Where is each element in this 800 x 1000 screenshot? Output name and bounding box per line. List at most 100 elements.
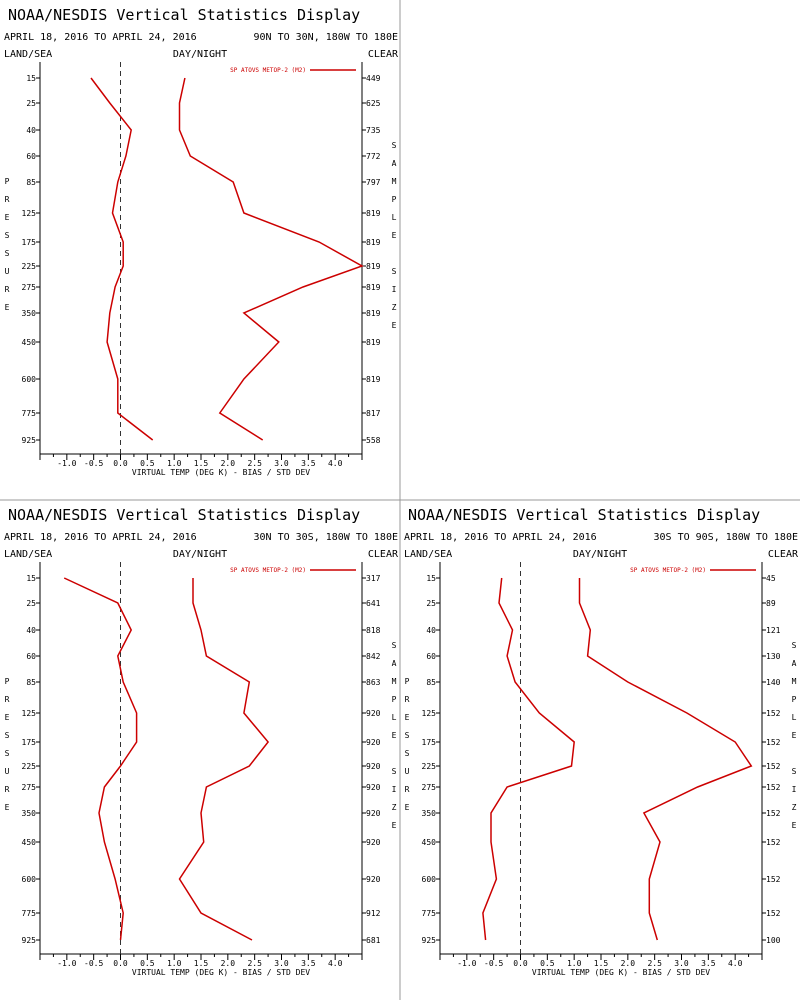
sample-side-letter: A [392, 159, 397, 168]
sample-size-label: 819 [366, 209, 381, 218]
sample-side-letter: E [792, 731, 797, 740]
sample-size-label: 152 [766, 709, 781, 718]
x-tick-label: 1.0 [167, 459, 182, 468]
x-tick-label: 0.5 [540, 959, 555, 968]
pressure-level-label: 60 [26, 152, 36, 161]
y-side-letter: R [5, 285, 10, 294]
x-tick-label: 3.5 [701, 959, 716, 968]
sample-side-letter: E [392, 231, 397, 240]
pressure-level-label: 40 [26, 126, 36, 135]
bias-line [63, 577, 138, 941]
x-axis-label: VIRTUAL TEMP (DEG K) - BIAS / STD DEV [132, 968, 310, 977]
x-tick-label: 2.0 [621, 959, 636, 968]
sample-size-label: 152 [766, 909, 781, 918]
sample-size-label: 772 [366, 152, 381, 161]
y-side-letter: P [405, 677, 410, 686]
region-label: 30S TO 90S, 180W TO 180E [654, 532, 799, 543]
size-side-letter: Z [792, 803, 797, 812]
sample-size-label: 797 [366, 178, 381, 187]
chart-title: NOAA/NESDIS Vertical Statistics Display [8, 506, 360, 524]
x-tick-label: 3.0 [274, 459, 289, 468]
std-dev-line [178, 77, 364, 441]
sample-size-label: 912 [366, 909, 381, 918]
x-tick-label: 0.0 [113, 459, 128, 468]
sample-side-letter: P [392, 195, 397, 204]
sample-side-letter: A [792, 659, 797, 668]
land-sea-label: LAND/SEA [4, 49, 52, 60]
sample-size-label: 819 [366, 262, 381, 271]
std-dev-line [578, 578, 753, 941]
bias-line [482, 577, 575, 941]
sample-size-label: 842 [366, 652, 381, 661]
chart-panel-2: NOAA/NESDIS Vertical Statistics Display A… [4, 506, 399, 977]
y-side-letter: P [5, 677, 10, 686]
y-side-letter: U [405, 767, 410, 776]
x-tick-label: 0.5 [140, 959, 155, 968]
sample-size-label: 152 [766, 809, 781, 818]
sample-size-label: 89 [766, 599, 776, 608]
x-tick-label: 1.5 [194, 959, 209, 968]
pressure-level-label: 275 [422, 783, 437, 792]
x-tick-label: 4.0 [328, 459, 343, 468]
pressure-level-label: 125 [22, 709, 37, 718]
y-side-letter: E [405, 803, 410, 812]
sample-size-label: 152 [766, 762, 781, 771]
clear-label: CLEAR [368, 549, 399, 560]
pressure-level-label: 225 [422, 762, 437, 771]
pressure-level-label: 775 [22, 909, 37, 918]
pressure-level-label: 85 [26, 178, 36, 187]
pressure-level-label: 350 [22, 309, 37, 318]
sample-size-label: 317 [366, 574, 381, 583]
sample-side-letter: S [392, 641, 397, 650]
date-range: APRIL 18, 2016 TO APRIL 24, 2016 [404, 532, 597, 543]
size-side-letter: S [392, 767, 397, 776]
size-side-letter: I [792, 785, 797, 794]
sample-size-label: 121 [766, 626, 781, 635]
sample-side-letter: L [792, 713, 797, 722]
land-sea-label: LAND/SEA [404, 549, 452, 560]
sample-size-label: 920 [366, 875, 381, 884]
x-tick-label: 2.0 [221, 459, 236, 468]
sample-size-label: 920 [366, 809, 381, 818]
std-dev-line [178, 578, 270, 941]
pressure-level-label: 15 [26, 74, 36, 83]
sample-size-label: 641 [366, 599, 381, 608]
size-side-letter: Z [392, 303, 397, 312]
x-tick-label: 1.0 [167, 959, 182, 968]
chart-title: NOAA/NESDIS Vertical Statistics Display [8, 6, 360, 24]
chart-panel-1: NOAA/NESDIS Vertical Statistics Display A… [4, 6, 399, 477]
x-tick-label: 4.0 [328, 959, 343, 968]
x-tick-label: -0.5 [84, 959, 103, 968]
sample-size-label: 140 [766, 678, 781, 687]
pressure-level-label: 85 [426, 678, 436, 687]
sample-size-label: 152 [766, 838, 781, 847]
pressure-level-label: 40 [26, 626, 36, 635]
x-tick-label: -0.5 [84, 459, 103, 468]
pressure-level-label: 25 [26, 99, 36, 108]
sample-size-label: 45 [766, 574, 776, 583]
pressure-level-label: 600 [422, 875, 437, 884]
sample-size-label: 920 [366, 838, 381, 847]
size-side-letter: Z [392, 803, 397, 812]
sample-side-letter: L [392, 213, 397, 222]
y-side-letter: S [5, 249, 10, 258]
sample-size-label: 920 [366, 709, 381, 718]
x-tick-label: 3.5 [301, 459, 316, 468]
date-range: APRIL 18, 2016 TO APRIL 24, 2016 [4, 32, 197, 43]
sample-side-letter: P [792, 695, 797, 704]
y-side-letter: R [405, 695, 410, 704]
pressure-level-label: 775 [422, 909, 437, 918]
day-night-label: DAY/NIGHT [173, 549, 227, 560]
chart-panel-3: NOAA/NESDIS Vertical Statistics Display A… [404, 506, 799, 977]
pressure-level-label: 175 [22, 738, 37, 747]
pressure-level-label: 25 [426, 599, 436, 608]
chart-title: NOAA/NESDIS Vertical Statistics Display [408, 506, 760, 524]
sample-size-label: 819 [366, 309, 381, 318]
pressure-level-label: 175 [422, 738, 437, 747]
x-tick-label: -1.0 [57, 459, 76, 468]
sample-side-letter: L [392, 713, 397, 722]
y-side-letter: U [5, 767, 10, 776]
pressure-level-label: 450 [22, 338, 37, 347]
pressure-level-label: 25 [26, 599, 36, 608]
